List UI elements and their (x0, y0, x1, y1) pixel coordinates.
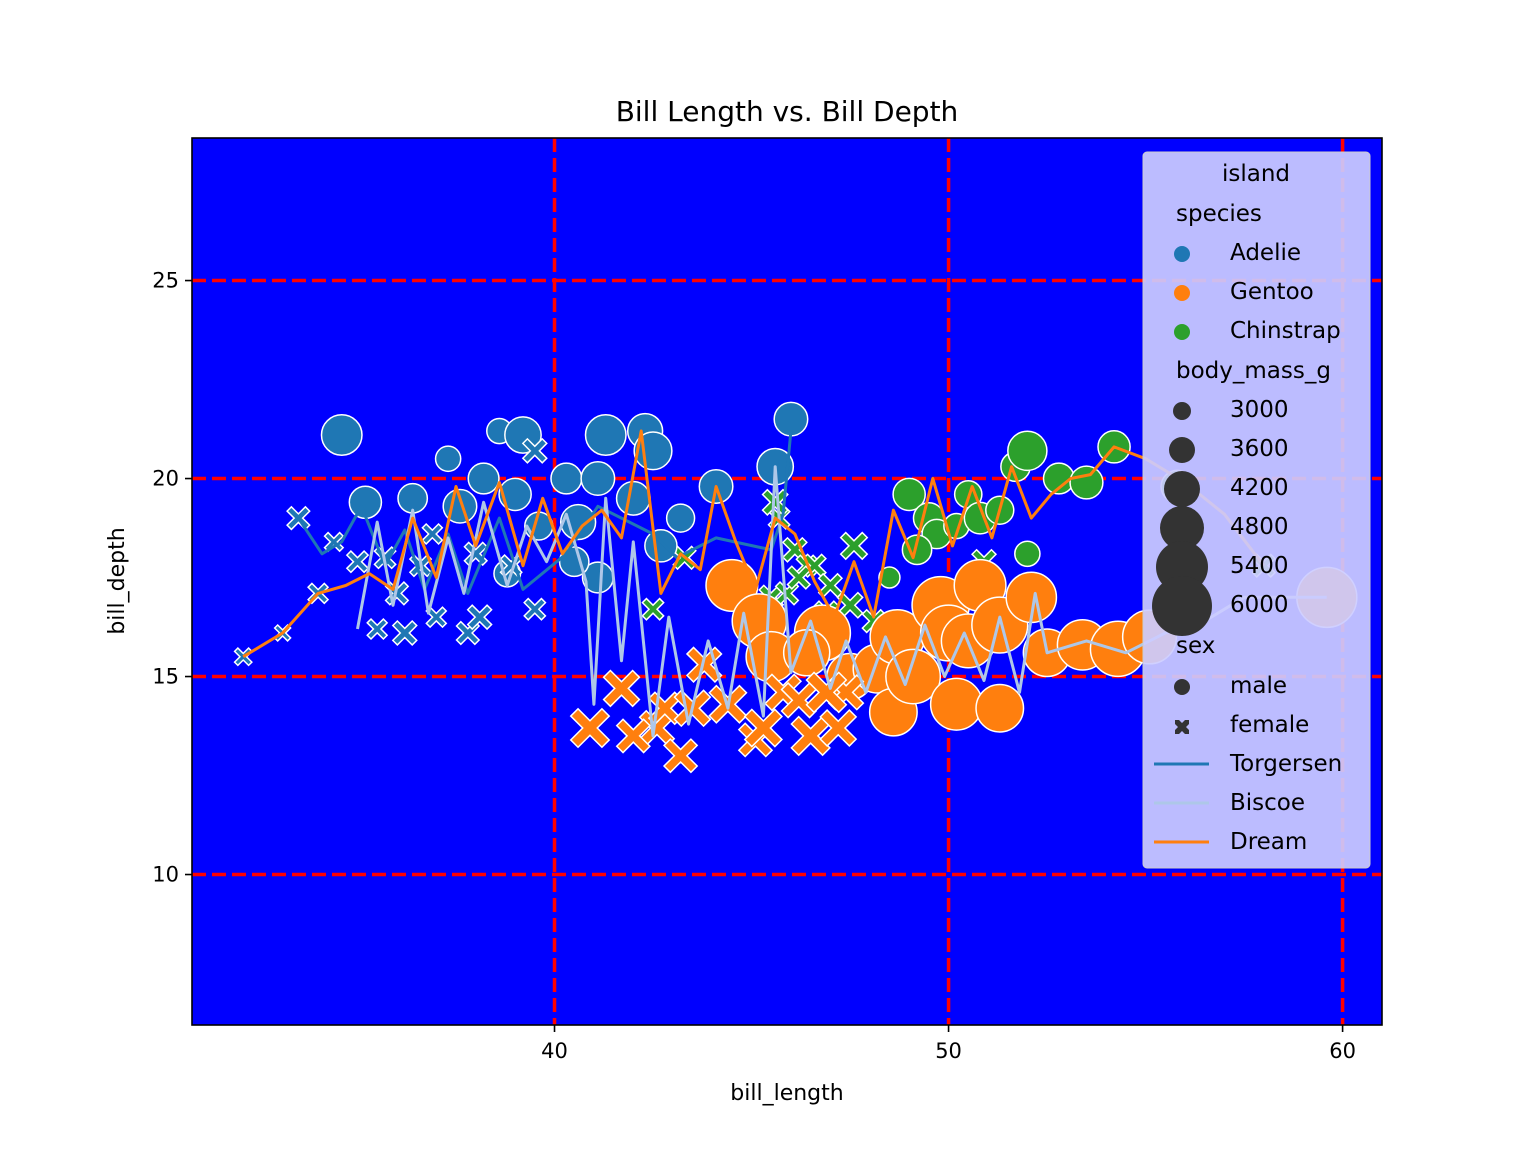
x-tick-label: 40 (541, 1039, 568, 1063)
point-gentoo-female (790, 715, 831, 757)
point-adelie-female (391, 619, 418, 646)
legend-size-4800-label: 4800 (1230, 514, 1289, 540)
legend-species-title: species (1176, 201, 1262, 227)
y-axis-label: bill_depth (105, 527, 130, 634)
point-adelie-male (434, 445, 462, 473)
point-chinstrap-female (839, 531, 869, 561)
plot-frame (191, 137, 1383, 1026)
legend-adelie-label: Adelie (1230, 240, 1301, 266)
chart-title: Bill Length vs. Bill Depth (616, 95, 959, 128)
legend-size-6000-label: 6000 (1230, 592, 1289, 618)
legend-biscoe-label: Biscoe (1230, 790, 1305, 816)
x-axis-label: bill_length (730, 1081, 843, 1106)
legend-size-6000-marker (1152, 576, 1212, 636)
legend-size-5400-label: 5400 (1230, 553, 1289, 579)
legend-sex-title: sex (1176, 633, 1215, 659)
point-gentoo-female (743, 708, 783, 748)
legend-size-4200-marker (1164, 471, 1200, 507)
legend-gentoo-marker (1174, 285, 1190, 301)
point-adelie-male (615, 480, 651, 516)
legend-torgersen-label: Torgersen (1229, 751, 1342, 777)
point-adelie-male (498, 477, 532, 512)
legend-male-label: male (1230, 673, 1287, 699)
legend: island species Adelie Gentoo Chinstrap b… (1142, 151, 1371, 869)
point-gentoo-female (662, 738, 699, 774)
axis-ticks: 40 50 60 10 15 20 25 (152, 269, 1356, 1063)
point-adelie-female (323, 531, 345, 553)
y-tick-label: 20 (152, 467, 179, 491)
point-chinstrap-male (878, 566, 901, 589)
y-tick-label: 10 (152, 863, 179, 887)
point-gentoo-female (819, 709, 858, 747)
point-adelie-female (366, 617, 389, 641)
legend-title: island (1222, 161, 1290, 187)
point-gentoo-female (615, 718, 651, 754)
point-chinstrap-male (892, 477, 926, 512)
island-lines (242, 429, 1327, 738)
point-adelie-female (523, 597, 547, 621)
legend-size-3000-label: 3000 (1230, 397, 1289, 423)
data-layer (233, 401, 1358, 774)
point-adelie-male (467, 462, 500, 495)
point-adelie-male (580, 461, 616, 497)
x-tick-label: 50 (935, 1039, 962, 1063)
legend-male-marker (1174, 679, 1190, 695)
y-tick-label: 25 (152, 269, 179, 293)
point-chinstrap-male (901, 534, 933, 566)
point-chinstrap-female (641, 597, 665, 621)
legend-female-label: female (1230, 712, 1309, 738)
legend-box (1142, 151, 1371, 869)
legend-size-3600-label: 3600 (1230, 436, 1289, 462)
legend-size-4800-marker (1160, 506, 1204, 550)
point-adelie-male (550, 462, 583, 495)
line-torgersen (297, 430, 793, 595)
point-adelie-male (320, 413, 363, 456)
point-adelie-male (397, 482, 429, 514)
point-gentoo-male (885, 648, 942, 705)
legend-chinstrap-marker (1174, 324, 1190, 340)
point-adelie-male (644, 529, 678, 563)
point-adelie-male (442, 488, 478, 524)
line-biscoe (356, 465, 1327, 738)
point-chinstrap-female (786, 565, 812, 590)
legend-size-3000-marker (1173, 402, 1191, 420)
legend-dream-label: Dream (1230, 829, 1307, 855)
legend-female-marker (1175, 720, 1189, 734)
point-adelie-male (559, 503, 597, 541)
point-chinstrap-male (1007, 430, 1048, 472)
point-gentoo-female (569, 707, 611, 749)
point-adelie-male (584, 413, 627, 456)
legend-chinstrap-label: Chinstrap (1230, 318, 1341, 344)
point-gentoo-male (975, 683, 1025, 733)
point-chinstrap-male (1014, 540, 1041, 568)
legend-size-title: body_mass_g (1176, 358, 1331, 384)
legend-gentoo-label: Gentoo (1230, 279, 1314, 305)
legend-adelie-marker (1174, 246, 1190, 262)
point-chinstrap-male (1069, 465, 1104, 500)
point-adelie-female (521, 437, 548, 464)
point-adelie-male (665, 503, 696, 533)
point-gentoo-female (805, 671, 848, 714)
point-adelie-female (425, 606, 448, 629)
line-dream (242, 429, 1265, 658)
legend-size-4200-label: 4200 (1230, 475, 1289, 501)
point-adelie-male (773, 401, 809, 437)
y-tick-label: 15 (152, 665, 179, 689)
point-adelie-female (466, 604, 493, 631)
x-tick-label: 60 (1329, 1039, 1356, 1063)
point-gentoo-female (602, 669, 641, 708)
point-gentoo-male (929, 677, 984, 731)
legend-size-3600-marker (1169, 437, 1195, 463)
